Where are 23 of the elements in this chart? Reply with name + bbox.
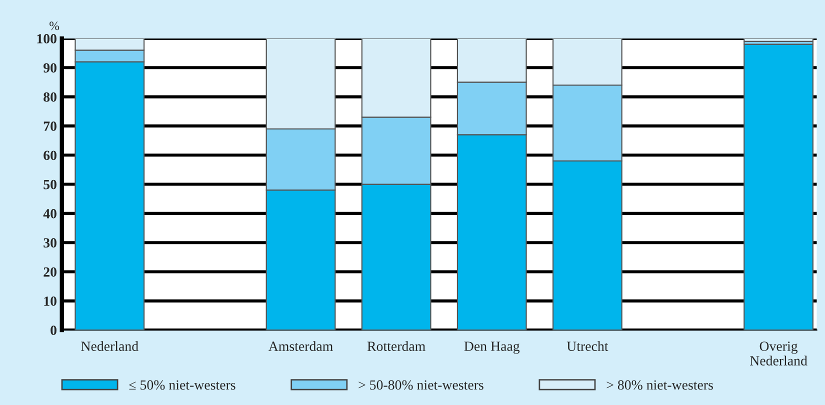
x-tick-label: Amsterdam xyxy=(268,341,333,351)
legend-label: > 80% niet-westers xyxy=(606,380,713,390)
x-tick-label: Overig Nederland xyxy=(750,342,808,366)
y-tick-label: 30 xyxy=(44,238,56,248)
y-tick-label: 10 xyxy=(44,296,56,306)
x-tick-label: Den Haag xyxy=(464,342,520,354)
y-axis-title: % xyxy=(50,22,60,30)
x-tick-label: Rotterdam xyxy=(367,341,426,351)
y-tick-label: 100 xyxy=(37,34,56,44)
y-tick-label: 20 xyxy=(44,267,56,277)
y-tick-label: 90 xyxy=(44,63,56,73)
legend-label: > 50-80% niet-westers xyxy=(358,380,484,390)
x-tick-label: Utrecht xyxy=(566,341,608,351)
y-tick-label: 40 xyxy=(43,209,56,218)
legend-label: ≤ 50% niet-westers xyxy=(129,380,236,390)
bar xyxy=(744,44,814,330)
bar xyxy=(744,38,814,42)
y-tick-label: 50 xyxy=(44,180,56,190)
x-tick-label: Nederland xyxy=(81,341,138,351)
y-tick-label: 80 xyxy=(44,92,56,102)
y-tick-label: 0 xyxy=(50,326,56,336)
y-tick-label: 70 xyxy=(44,122,56,131)
y-tick-label: 60 xyxy=(44,150,56,160)
